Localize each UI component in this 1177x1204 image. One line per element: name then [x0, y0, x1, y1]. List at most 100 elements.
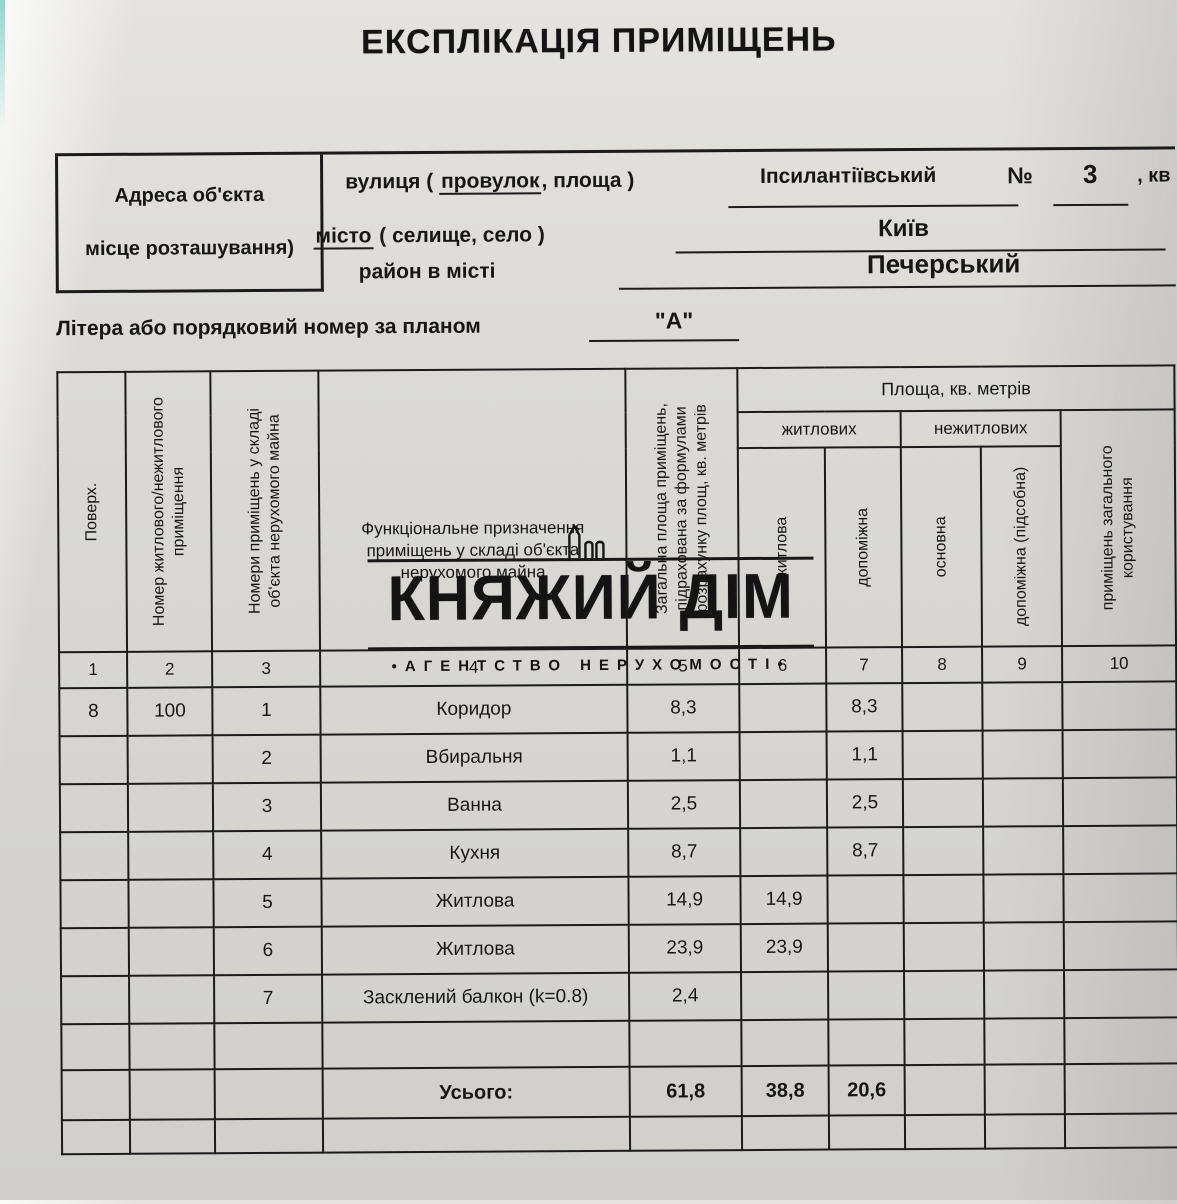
table-cell	[59, 735, 128, 785]
table-cell	[1062, 777, 1177, 827]
table-cell	[127, 735, 213, 784]
table-cell	[984, 1064, 1065, 1115]
table-cell	[741, 971, 829, 1021]
address-label-line1: Адреса об'єкта	[114, 183, 265, 207]
column-number: 5	[627, 648, 740, 685]
table-cell: 1,1	[627, 732, 740, 781]
table-cell	[1062, 729, 1177, 779]
table-cell	[984, 970, 1065, 1019]
table-cell	[904, 970, 985, 1020]
table-cell	[60, 927, 130, 977]
table-cell	[1064, 969, 1177, 1019]
table-cell	[60, 879, 129, 929]
city-label: місто ( селище, село )	[313, 223, 545, 250]
table-cell	[904, 1114, 986, 1150]
page-title: ЕКСПЛІКАЦІЯ ПРИМІЩЕНЬ	[361, 20, 837, 62]
column-number: 4	[320, 648, 628, 687]
table-cell	[59, 783, 129, 833]
building-no-label: №	[1007, 162, 1033, 189]
table-cell: 7	[214, 974, 323, 1024]
table-cell	[61, 1023, 130, 1071]
table-row: 4 Кухня 8,7 8,7	[60, 825, 1177, 881]
table-cell	[904, 1018, 985, 1066]
table-cell	[1062, 681, 1177, 731]
header-functional-purpose: Функціональне призначення приміщень у ск…	[318, 368, 628, 651]
table-cell	[128, 927, 215, 976]
table-cell	[982, 682, 1063, 731]
header-unit-number: Номер житлового/нежитлового приміщення	[125, 371, 213, 652]
table-cell	[61, 1069, 130, 1121]
city-label-underlined: місто	[313, 224, 374, 250]
table-cell	[1064, 1017, 1177, 1065]
table-cell	[902, 730, 983, 780]
scan-edge-artifact	[0, 0, 5, 130]
header-residential-group: житлових	[737, 411, 901, 449]
table-cell	[739, 731, 827, 781]
table-cell	[903, 826, 984, 876]
table-cell	[129, 975, 215, 1024]
district-value: Печерський	[866, 248, 1021, 280]
table-cell: 8,3	[826, 683, 903, 732]
table-cell: 8,3	[627, 684, 740, 733]
table-cell	[903, 874, 984, 924]
table-cell	[128, 831, 214, 880]
address-label-line2: місце розташування)	[85, 236, 295, 261]
plan-letter-underline	[589, 339, 740, 342]
table-cell	[828, 971, 905, 1020]
header-common-use: приміщень загального користування	[1060, 409, 1177, 647]
street-label: вулиця ( провулок, площа )	[345, 168, 635, 195]
header-nonresidential-group: нежитлових	[900, 410, 1061, 448]
city-value: Київ	[877, 214, 930, 243]
table-cell	[629, 1020, 742, 1067]
header-area-group: Площа, кв. метрів	[737, 365, 1175, 413]
street-underline	[728, 204, 1019, 209]
table-cell: Усього:	[322, 1066, 630, 1119]
table-row: 6 Житлова 23,9 23,9	[60, 921, 1177, 977]
table-cell: 4	[213, 830, 322, 880]
table-cell: 2,4	[629, 972, 742, 1021]
table-row	[61, 1017, 1177, 1071]
column-number: 9	[982, 646, 1063, 683]
table-cell: 23,9	[740, 923, 829, 973]
table-row: 8 100 1 Коридор 8,3 8,3	[59, 681, 1177, 737]
district-underline	[618, 284, 1176, 290]
table-cell	[828, 1115, 906, 1150]
header-auxiliary-utility: допоміжна (підсобна)	[980, 446, 1063, 647]
table-cell: 1	[212, 686, 321, 736]
table-cell	[983, 874, 1064, 923]
plan-letter-value: "А"	[654, 307, 694, 334]
table-cell: Вбиральня	[320, 732, 628, 783]
table-cell	[739, 779, 828, 829]
table-cell	[214, 1068, 323, 1120]
header-main: основна	[900, 446, 983, 648]
table-row: 7 Засклений балкон (k=0.8) 2,4	[61, 969, 1177, 1025]
table-cell: 23,9	[628, 924, 742, 973]
table-cell	[61, 975, 130, 1025]
table-cell	[741, 1019, 829, 1067]
table-cell: 1,1	[826, 731, 903, 780]
table-cell	[1063, 921, 1177, 971]
table-cell	[740, 827, 828, 877]
table-cell	[127, 783, 214, 832]
table-row: 2 Вбиральня 1,1 1,1	[59, 729, 1177, 785]
address-label-box: Адреса об'єкта місце розташування)	[55, 154, 324, 294]
table-cell	[982, 730, 1063, 779]
table-cell: 2,5	[826, 779, 904, 828]
address-section: Адреса об'єкта місце розташування) вулиц…	[54, 146, 1176, 294]
table-cell	[322, 1020, 630, 1069]
column-number: 8	[902, 646, 983, 684]
column-number: 10	[1062, 645, 1177, 683]
table-cell: Коридор	[320, 684, 628, 735]
plan-letter-label: Літера або порядковий номер за планом	[55, 314, 481, 341]
table-cell	[827, 875, 904, 924]
column-number: 6	[739, 647, 827, 685]
column-number: 7	[826, 647, 903, 684]
table-cell: Кухня	[321, 828, 629, 879]
table-cell: Засклений балкон (k=0.8)	[322, 972, 630, 1023]
table-cell: 3	[212, 782, 322, 832]
table-cell	[129, 1023, 215, 1070]
table-cell	[904, 1064, 985, 1116]
table-cell	[983, 922, 1065, 971]
table-cell: Житлова	[321, 924, 630, 975]
column-number: 2	[127, 651, 213, 688]
